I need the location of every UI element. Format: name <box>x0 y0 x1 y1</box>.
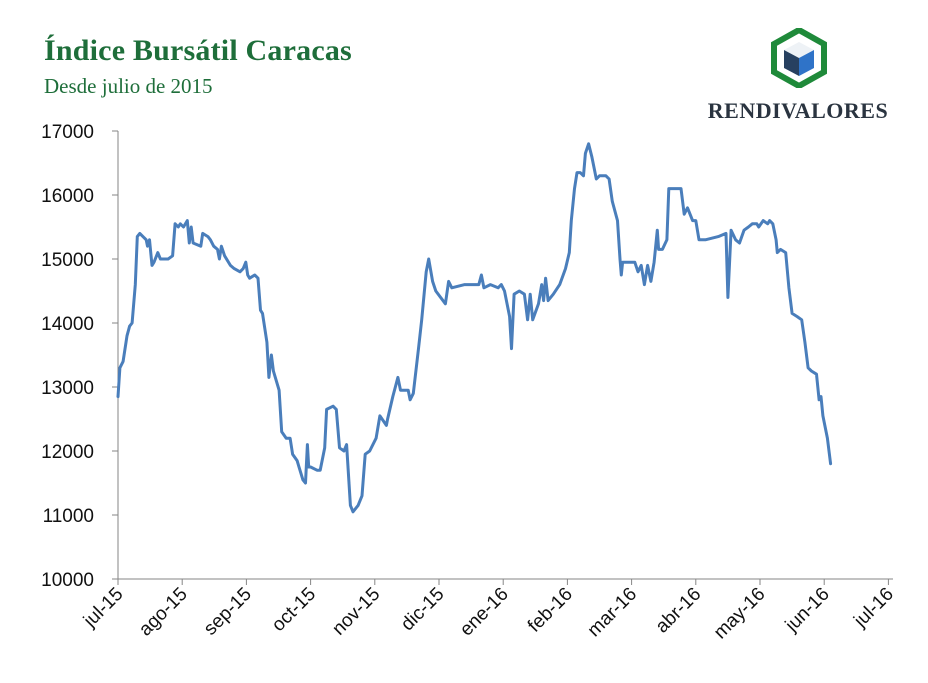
x-tick-label: mar-16 <box>584 584 641 641</box>
x-tick-label: nov-15 <box>328 584 384 640</box>
y-tick-label: 12000 <box>41 442 94 463</box>
y-tick-label: 13000 <box>41 378 94 399</box>
x-tick-label: oct-15 <box>268 584 320 636</box>
y-tick-label: 17000 <box>41 122 94 143</box>
x-axis-ticks: jul-15 ago-15 sep-15 oct-15 nov-15 dic-15 ene-… <box>79 579 898 643</box>
y-axis-ticks: 10000 11000 12000 13000 14000 15000 16000 17000 <box>41 122 118 591</box>
chart-title: Índice Bursátil Caracas <box>44 34 352 67</box>
y-tick-label: 15000 <box>41 250 94 271</box>
y-tick-label: 11000 <box>43 506 94 527</box>
chart-series <box>116 142 833 514</box>
x-tick-label: may-16 <box>710 584 770 644</box>
rendivalores-logo: RENDIVALORES <box>698 28 918 128</box>
x-tick-label: jul-16 <box>850 584 898 632</box>
x-tick-label: dic-15 <box>397 584 448 635</box>
x-tick-label: sep-15 <box>200 584 256 640</box>
x-tick-label: jun-16 <box>781 584 834 637</box>
x-tick-label: feb-16 <box>524 584 577 637</box>
y-tick-label: 14000 <box>41 314 94 335</box>
x-tick-label: ene-16 <box>456 584 513 641</box>
chart-axes <box>117 131 893 580</box>
y-tick-label: 10000 <box>41 570 94 591</box>
x-tick-label: ago-15 <box>135 584 192 641</box>
y-tick-label: 16000 <box>41 186 94 207</box>
logo-wordmark: RENDIVALORES <box>707 98 889 123</box>
series-line <box>116 142 833 514</box>
x-tick-label: abr-16 <box>652 584 706 638</box>
hexagon-cube-icon <box>771 28 827 88</box>
chart-subtitle: Desde julio de 2015 <box>44 74 213 98</box>
